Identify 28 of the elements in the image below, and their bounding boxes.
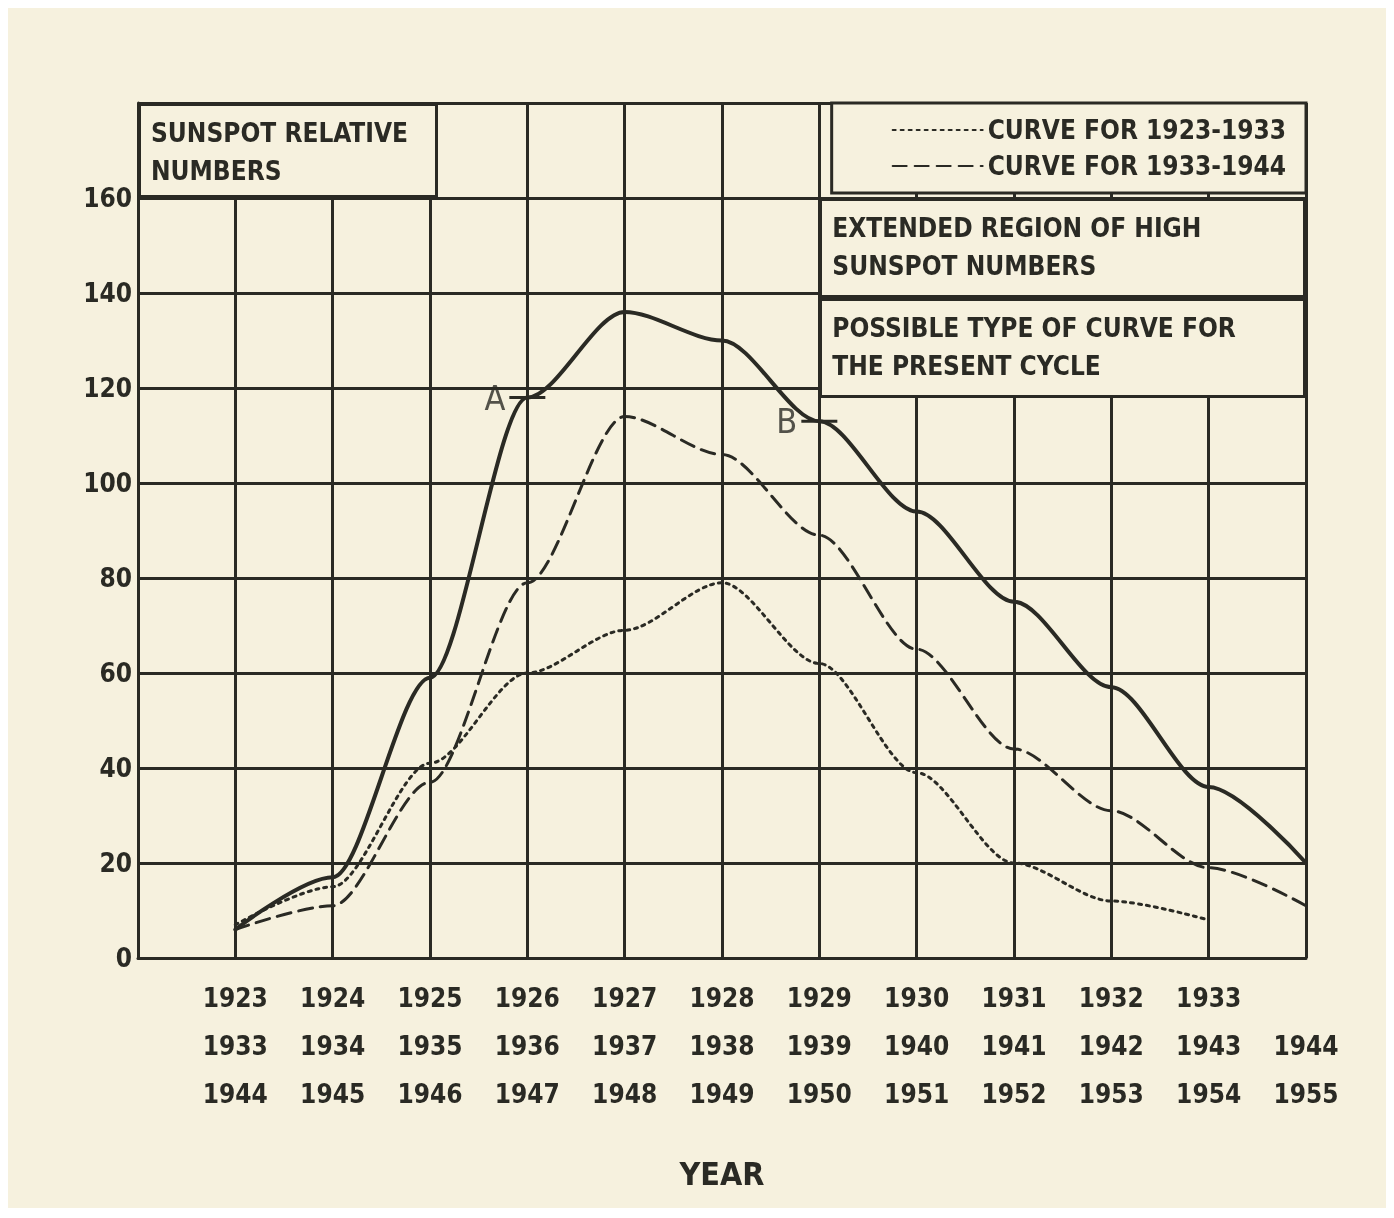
x-tick-label: 1932 1942 1953: [1078, 983, 1144, 1109]
legend-label: CURVE FOR 1933-1944: [987, 151, 1286, 181]
text-box: POSSIBLE TYPE OF CURVE FOR THE PRESENT CYCLE: [819, 298, 1306, 398]
x-tick-label: 1927 1937 1948: [592, 983, 658, 1109]
x-tick-label: 1926 1936 1947: [494, 983, 560, 1109]
x-tick-label: 1931 1941 1952: [981, 983, 1047, 1109]
x-tick-label: 1930 1940 1951: [884, 983, 950, 1109]
y-tick-label: 0: [115, 943, 132, 973]
y-tick-label: 80: [99, 563, 132, 593]
x-axis-title: YEAR: [678, 1155, 765, 1193]
x-tick-label: 1923 1933 1944: [202, 983, 268, 1109]
y-tick-label: 140: [83, 278, 132, 308]
text-box: EXTENDED REGION OF HIGH SUNSPOT NUMBERS: [819, 198, 1306, 298]
legend-label: CURVE FOR 1923-1933: [987, 115, 1286, 145]
y-tick-label: 20: [99, 848, 132, 878]
x-tick-label: 1929 1939 1950: [786, 983, 852, 1109]
y-tick-label: 40: [99, 753, 132, 783]
y-tick-label: 100: [83, 468, 132, 498]
y-tick-label: 160: [83, 183, 132, 213]
text-box: SUNSPOT RELATIVE NUMBERS: [138, 103, 438, 198]
y-tick-label: 120: [83, 373, 132, 403]
x-tick-label: 1924 1934 1945: [300, 983, 366, 1109]
x-tick-label: 1944 1955: [1273, 1031, 1339, 1109]
annotation: B: [776, 401, 798, 442]
x-tick-label: 1928 1938 1949: [689, 983, 755, 1109]
x-tick-label: 1933 1943 1954: [1176, 983, 1242, 1109]
y-tick-label: 60: [99, 658, 132, 688]
x-tick-label: 1925 1935 1946: [397, 983, 463, 1109]
